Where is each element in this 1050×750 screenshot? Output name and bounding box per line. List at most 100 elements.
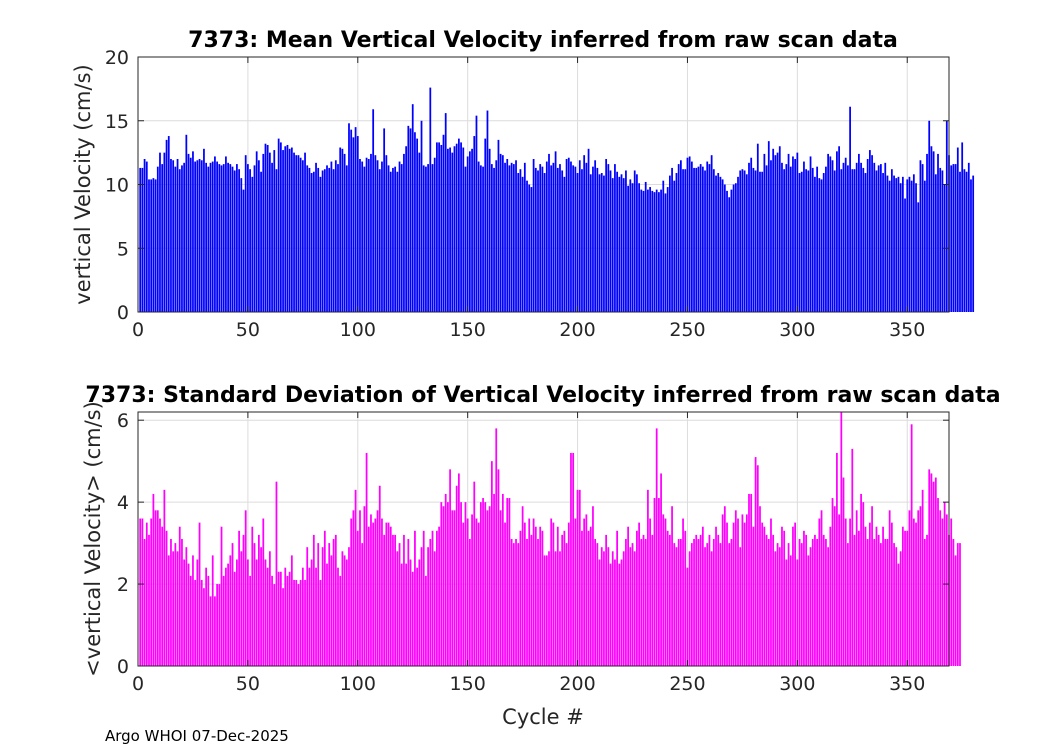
bar [959,543,961,666]
bar [763,153,766,312]
bar [545,555,548,666]
bar [225,567,227,666]
bar [521,506,524,666]
bar [236,559,238,666]
bar [750,493,753,666]
bar [240,551,243,666]
bar [306,547,309,666]
bar [539,526,542,666]
bar [805,534,808,666]
bar [374,518,377,666]
bar [912,518,915,666]
bar [726,190,728,313]
x-tick-label: 250 [669,673,705,695]
bar [679,539,682,666]
bar [756,465,759,666]
bar [389,526,392,666]
bar [572,165,575,313]
bar [919,506,922,666]
bar [400,563,403,666]
bar [334,534,337,666]
bar [816,166,819,312]
bar [392,534,394,666]
bar [517,543,520,666]
bar [897,563,900,666]
bar [537,170,539,312]
bar [739,170,742,312]
bar [822,173,825,312]
bar [847,165,849,313]
bar [893,543,895,666]
bar [818,518,821,666]
bar [570,452,572,666]
bar [836,452,838,666]
bar [873,162,876,312]
bar [260,171,262,312]
bar [901,176,904,312]
bar [471,514,473,666]
bar [598,174,601,312]
bar [383,534,386,666]
bar [556,167,559,312]
bar [385,155,388,312]
bar [332,169,335,312]
bar [655,428,658,666]
bar [583,518,586,666]
bar [633,170,636,312]
bar [787,153,790,312]
bar [719,543,722,666]
bar [526,180,528,312]
bar [247,164,249,312]
bar [752,526,755,666]
bar [477,522,480,666]
bar [451,152,454,313]
bar [717,173,720,312]
bar [781,162,783,312]
bar [339,575,342,666]
bar [495,428,498,666]
x-tick-label: 300 [779,673,815,695]
bar [262,153,265,312]
x-tick-label: 350 [889,673,925,695]
bar [789,166,792,312]
bar [576,489,579,666]
bar [192,151,194,312]
bar [427,547,429,666]
bar [655,189,658,312]
bar [409,128,412,312]
bar [286,575,289,666]
bar [409,559,412,666]
bar [899,183,902,312]
bar [189,157,192,312]
bar [647,189,649,312]
bar [592,166,594,312]
y-tick-label: 6 [117,410,129,432]
bar [297,584,300,666]
x-tick-label: 300 [779,319,815,341]
bar [737,518,739,666]
bar [669,534,671,666]
bar [290,555,293,666]
bar [776,543,779,666]
bar [352,137,355,312]
bar [596,167,599,312]
bar [890,522,893,666]
bar [926,534,928,666]
y-tick-label: 2 [117,574,129,596]
bar [154,510,157,666]
bar [431,530,434,666]
bar [416,138,419,312]
tick-labels: 0 50 100 150 200 250 300 350 0 5 10 15 20 [105,47,949,341]
bar [486,510,489,666]
bar [640,189,643,312]
bar [479,165,482,313]
bar [666,530,669,666]
bar [425,575,427,666]
bar [904,198,906,312]
bar [299,157,302,312]
bar [541,166,544,312]
bar [877,534,880,666]
bar [310,173,313,312]
bar [814,176,816,312]
